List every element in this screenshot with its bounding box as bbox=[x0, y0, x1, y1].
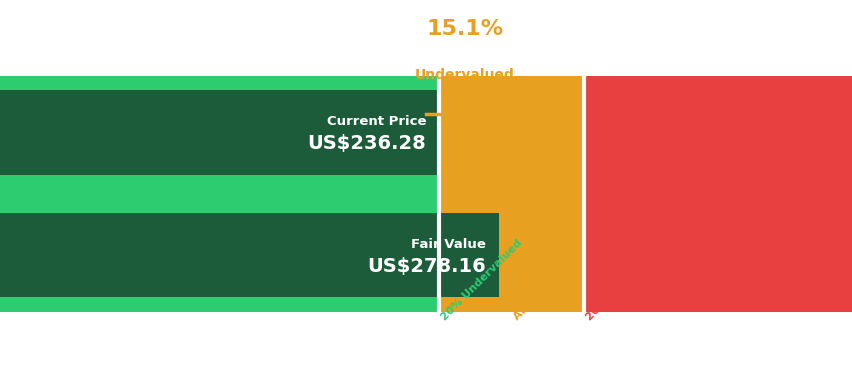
Text: 15.1%: 15.1% bbox=[426, 19, 503, 39]
Text: Undervalued: Undervalued bbox=[415, 68, 514, 82]
Text: US$278.16: US$278.16 bbox=[367, 256, 486, 276]
Text: 20% Overvalued: 20% Overvalued bbox=[584, 244, 663, 323]
Text: Current Price: Current Price bbox=[326, 115, 426, 128]
Text: 20% Undervalued: 20% Undervalued bbox=[439, 238, 523, 323]
Bar bbox=[0, 90, 439, 175]
Text: About Right: About Right bbox=[511, 263, 571, 323]
Text: Fair Value: Fair Value bbox=[411, 238, 486, 250]
Bar bbox=[0, 76, 439, 312]
Bar bbox=[584, 76, 852, 312]
Text: US$236.28: US$236.28 bbox=[308, 134, 426, 153]
Bar bbox=[0, 213, 498, 298]
Bar bbox=[439, 76, 584, 312]
